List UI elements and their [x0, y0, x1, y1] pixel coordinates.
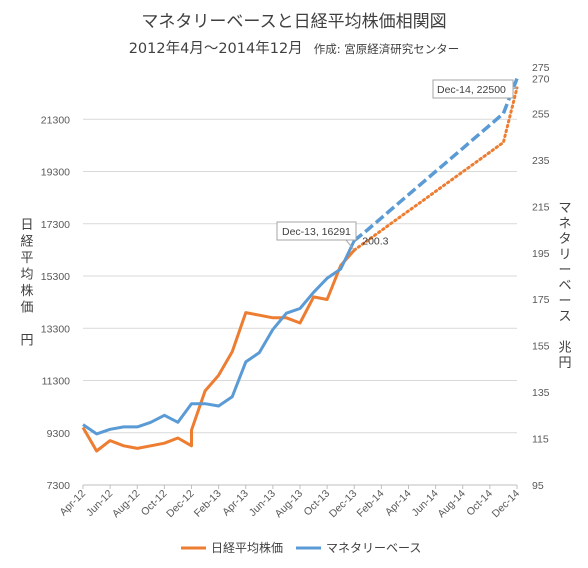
right-tick-label: 95: [532, 480, 544, 492]
chart-title: マネタリーベースと日経平均株価相関図: [141, 12, 446, 32]
x-tick-label: Oct-13: [301, 488, 332, 519]
projection-line-nikkei: [352, 86, 519, 252]
chart-subtitle-credit: 作成: 宮原経済研究センター: [314, 42, 460, 56]
right-axis-label-char: ー: [558, 294, 571, 309]
x-tick-label: Jun-13: [247, 488, 278, 519]
right-tick-label: 270: [532, 74, 550, 86]
callout-leader: [512, 87, 518, 90]
right-tick-label: 115: [532, 434, 549, 446]
callout-box: [432, 79, 514, 99]
left-tick-label: 7300: [47, 480, 71, 492]
projection-line-monetary-base: [353, 77, 519, 242]
series-line-nikkei: [81, 249, 356, 453]
left-tick-label: 19300: [41, 167, 70, 179]
annotation-layer: Dec-13, 16291 200.3 Dec-14, 22500: [276, 79, 518, 251]
right-axis-label-char: ベ: [558, 279, 571, 294]
x-tick-label: Feb-14: [354, 488, 386, 520]
left-tick-label: 15300: [41, 271, 70, 283]
right-axis-label-char: ー: [558, 263, 571, 278]
right-tick-label: 275: [532, 62, 550, 74]
left-axis-label-char: 価: [20, 301, 33, 316]
right-tick-label: 155: [532, 341, 550, 353]
left-axis-label-char: 日: [20, 218, 33, 233]
x-tick-label: Feb-13: [192, 488, 224, 520]
left-axis-label-char: 経: [20, 235, 33, 250]
right-axis-label-char: 兆: [558, 341, 571, 356]
left-axis-label-char: 均: [20, 268, 33, 283]
x-tick-label: Aug-14: [435, 488, 468, 521]
x-tick-label: Dec-13: [327, 488, 360, 521]
legend-label-monetary-base: マネタリーベース: [326, 541, 421, 555]
x-tick-label: Aug-13: [273, 488, 306, 521]
x-tick-label: Oct-14: [464, 488, 495, 519]
left-tick-label: 11300: [42, 376, 71, 388]
right-axis-label-char: リ: [558, 248, 571, 263]
data-label-monetary-base: 200.3: [362, 235, 388, 247]
right-axis-label-char: ネ: [558, 217, 571, 232]
grid-lines: [83, 118, 517, 486]
x-tick-label: Jun-12: [84, 488, 115, 519]
x-tick-label: Dec-14: [490, 488, 523, 521]
right-tick-label: 135: [532, 387, 550, 399]
left-axis-ticks: 7300 9300 11300 13300 15300 17300 19300 21300: [41, 114, 70, 492]
left-tick-label: 13300: [41, 323, 70, 335]
right-axis-label-char: マ: [558, 201, 571, 216]
right-tick-label: 195: [532, 248, 550, 260]
x-tick-label: Apr-13: [220, 488, 251, 519]
callout-label: Dec-13, 16291: [282, 226, 351, 238]
left-tick-label: 9300: [47, 428, 71, 440]
right-axis-label-char: タ: [558, 232, 571, 247]
right-tick-label: 215: [532, 201, 550, 213]
series-layer: [81, 77, 519, 453]
x-axis-ticks: Apr-12Jun-12Aug-12Oct-12Dec-12Feb-13Apr-…: [57, 485, 522, 520]
left-axis-label-char: 株: [20, 284, 33, 299]
left-tick-label: 21300: [41, 114, 70, 126]
right-axis-label-char: 円: [558, 356, 571, 371]
legend: 日経平均株価 マネタリーベース: [181, 540, 421, 555]
x-tick-label: Aug-12: [110, 488, 143, 521]
left-axis-label-char: 円: [20, 334, 33, 349]
x-tick-label: Dec-12: [164, 488, 197, 521]
right-axis-label-char: ス: [558, 310, 571, 325]
callout-box: [276, 221, 357, 241]
right-tick-label: 175: [532, 294, 550, 306]
left-tick-label: 17300: [41, 219, 70, 231]
x-tick-label: Oct-12: [139, 488, 170, 519]
chart-subtitle: 2012年4月〜2014年12月 作成: 宮原経済研究センター: [129, 38, 460, 57]
chart-subtitle-period: 2012年4月〜2014年12月: [129, 40, 303, 57]
x-tick-label: Apr-14: [383, 488, 414, 519]
callout-label: Dec-14, 22500: [437, 84, 506, 96]
legend-label-nikkei: 日経平均株価: [211, 540, 283, 555]
left-axis-label-char: 平: [20, 251, 33, 266]
x-tick-label: Jun-14: [410, 488, 441, 519]
callout-leader: [345, 239, 355, 251]
series-line-monetary-base: [82, 239, 356, 436]
x-tick-label: Apr-12: [57, 488, 88, 519]
right-tick-label: 255: [532, 108, 550, 120]
right-tick-label: 235: [532, 155, 550, 167]
